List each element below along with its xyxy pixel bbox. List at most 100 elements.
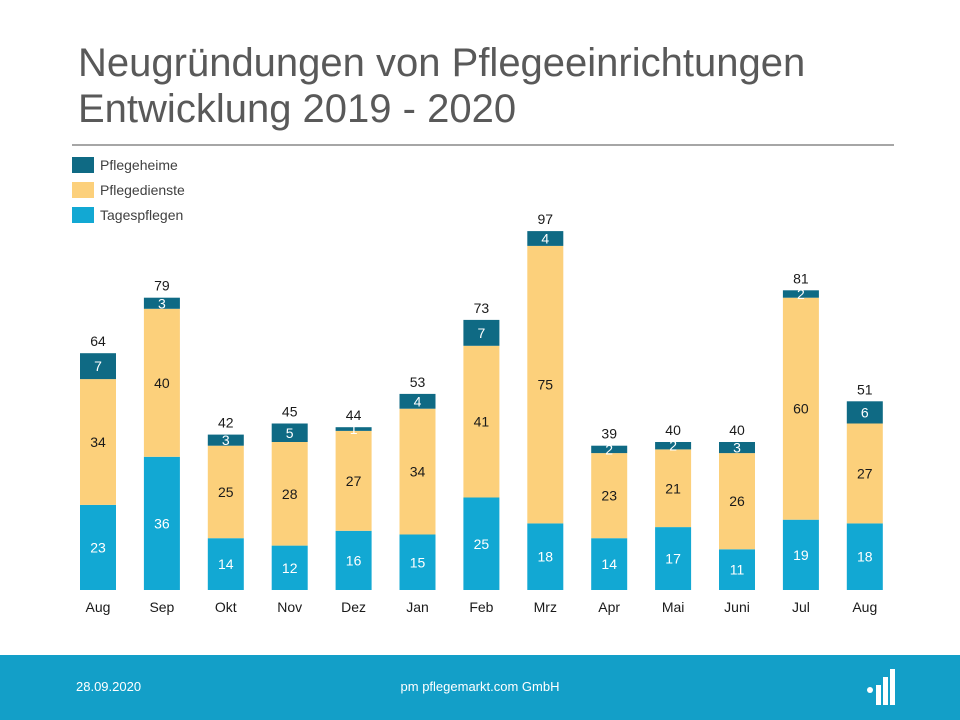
bar-segment-tagespflegen bbox=[399, 534, 436, 590]
data-label-pflegedienste: 34 bbox=[410, 464, 426, 480]
bar-segment-pflegedienste bbox=[846, 423, 883, 524]
bar-segment-pflegedienste bbox=[143, 308, 180, 457]
bar-segment-pflegeheime bbox=[335, 427, 372, 431]
data-label-pflegeheime: 7 bbox=[478, 325, 486, 341]
bar-segment-tagespflegen bbox=[719, 549, 755, 590]
pflegemarkt-logo-icon bbox=[867, 669, 895, 705]
data-label-pflegeheime: 2 bbox=[669, 438, 677, 454]
data-label-pflegedienste: 27 bbox=[857, 465, 873, 481]
data-label-pflegeheime: 2 bbox=[797, 286, 805, 302]
total-label: 45 bbox=[282, 404, 298, 420]
x-tick-label: Dez bbox=[341, 599, 366, 615]
legend-label-pflegedienste: Pflegedienste bbox=[100, 181, 185, 198]
data-label-tagespflegen: 11 bbox=[730, 562, 745, 578]
bar-segment-pflegedienste bbox=[655, 449, 692, 528]
title-line-1: Neugründungen von Pflegeeinrichtungen bbox=[78, 41, 806, 85]
bar-segment-pflegedienste bbox=[207, 445, 244, 539]
bar-segment-tagespflegen bbox=[846, 523, 883, 590]
data-label-tagespflegen: 36 bbox=[154, 515, 170, 531]
total-label: 40 bbox=[665, 422, 681, 438]
bar-segment-pflegeheime bbox=[80, 353, 116, 380]
x-tick-label: Jan bbox=[406, 599, 429, 615]
bar-segment-pflegedienste bbox=[463, 345, 500, 498]
bar-segment-pflegeheime bbox=[719, 442, 755, 454]
data-label-pflegedienste: 26 bbox=[729, 493, 745, 509]
total-label: 42 bbox=[218, 415, 234, 431]
total-label: 81 bbox=[793, 270, 809, 286]
bar-segment-pflegeheime bbox=[655, 442, 692, 450]
data-label-tagespflegen: 18 bbox=[857, 549, 873, 565]
bar-segment-pflegeheime bbox=[527, 231, 564, 246]
bar-segment-tagespflegen bbox=[335, 530, 372, 590]
total-label: 51 bbox=[857, 381, 873, 397]
total-label: 73 bbox=[474, 300, 490, 316]
bar-segment-tagespflegen bbox=[271, 545, 308, 590]
title-divider bbox=[72, 144, 894, 146]
x-tick-label: Apr bbox=[598, 599, 620, 615]
bar-segment-tagespflegen bbox=[80, 504, 116, 590]
data-label-tagespflegen: 14 bbox=[601, 556, 617, 572]
x-tick-label: Juni bbox=[724, 599, 750, 615]
bar-segment-pflegedienste bbox=[335, 430, 372, 531]
data-label-tagespflegen: 19 bbox=[793, 547, 809, 563]
data-label-tagespflegen: 16 bbox=[346, 552, 362, 568]
bar-segment-tagespflegen bbox=[527, 523, 564, 590]
data-label-tagespflegen: 17 bbox=[665, 551, 681, 567]
data-label-tagespflegen: 18 bbox=[538, 549, 554, 565]
data-label-pflegedienste: 23 bbox=[601, 488, 617, 504]
data-label-pflegeheime: 1 bbox=[350, 421, 358, 437]
bar-segment-pflegedienste bbox=[271, 442, 308, 546]
legend-item-pflegeheime: Pflegeheime bbox=[72, 152, 185, 177]
bar-segment-pflegeheime bbox=[591, 445, 628, 454]
footer-date: 28.09.2020 bbox=[76, 679, 142, 694]
bar-segment-tagespflegen bbox=[591, 538, 628, 590]
total-label: 64 bbox=[90, 333, 106, 349]
data-label-pflegeheime: 3 bbox=[158, 295, 166, 311]
bar-segment-pflegeheime bbox=[463, 319, 500, 346]
legend-swatch-pflegedienste bbox=[72, 181, 94, 198]
data-label-tagespflegen: 12 bbox=[282, 560, 298, 576]
title-line-2: Entwicklung 2019 - 2020 bbox=[78, 87, 517, 131]
x-tick-label: Mai bbox=[662, 599, 685, 615]
total-label: 40 bbox=[729, 422, 745, 438]
total-label: 39 bbox=[601, 426, 617, 442]
total-label: 44 bbox=[346, 407, 362, 423]
bar-segment-pflegeheime bbox=[782, 290, 819, 298]
data-label-pflegeheime: 3 bbox=[222, 432, 230, 448]
bar-segment-tagespflegen bbox=[207, 538, 244, 590]
total-label: 79 bbox=[154, 278, 170, 294]
bar-segment-pflegeheime bbox=[846, 401, 883, 424]
legend-swatch-tagespflegen bbox=[72, 206, 94, 223]
bar-segment-pflegedienste bbox=[80, 379, 116, 505]
chart-legend: Pflegeheime Pflegedienste Tagespflegen bbox=[72, 152, 185, 227]
footer-company: pm pflegemarkt.com GmbH bbox=[400, 679, 560, 694]
data-label-tagespflegen: 14 bbox=[218, 556, 234, 572]
bar-segment-pflegeheime bbox=[271, 423, 308, 442]
data-label-pflegeheime: 4 bbox=[541, 231, 549, 247]
data-label-pflegeheime: 6 bbox=[861, 404, 869, 420]
data-label-pflegedienste: 21 bbox=[665, 480, 681, 496]
data-label-tagespflegen: 15 bbox=[410, 554, 426, 570]
total-label: 97 bbox=[538, 211, 554, 227]
bar-segment-tagespflegen bbox=[655, 527, 692, 590]
x-tick-label: Feb bbox=[469, 599, 493, 615]
data-label-pflegedienste: 75 bbox=[538, 377, 554, 393]
data-label-pflegedienste: 34 bbox=[90, 434, 106, 450]
footer-bar: 28.09.2020 pm pflegemarkt.com GmbH bbox=[0, 655, 960, 720]
legend-label-tagespflegen: Tagespflegen bbox=[100, 206, 184, 223]
data-label-pflegeheime: 4 bbox=[414, 393, 422, 409]
data-label-pflegedienste: 25 bbox=[218, 484, 234, 500]
data-label-pflegeheime: 3 bbox=[733, 440, 741, 456]
data-label-pflegedienste: 40 bbox=[154, 375, 170, 391]
data-label-pflegeheime: 7 bbox=[94, 358, 102, 374]
bar-segment-pflegedienste bbox=[527, 245, 564, 524]
bar-segment-pflegedienste bbox=[399, 408, 436, 535]
bar-segment-pflegedienste bbox=[591, 453, 628, 539]
data-label-pflegedienste: 41 bbox=[474, 414, 490, 430]
bar-segment-tagespflegen bbox=[143, 456, 180, 590]
total-label: 53 bbox=[410, 374, 426, 390]
bar-segment-tagespflegen bbox=[782, 519, 819, 590]
x-tick-label: Sep bbox=[149, 599, 174, 615]
data-label-pflegeheime: 2 bbox=[605, 441, 613, 457]
